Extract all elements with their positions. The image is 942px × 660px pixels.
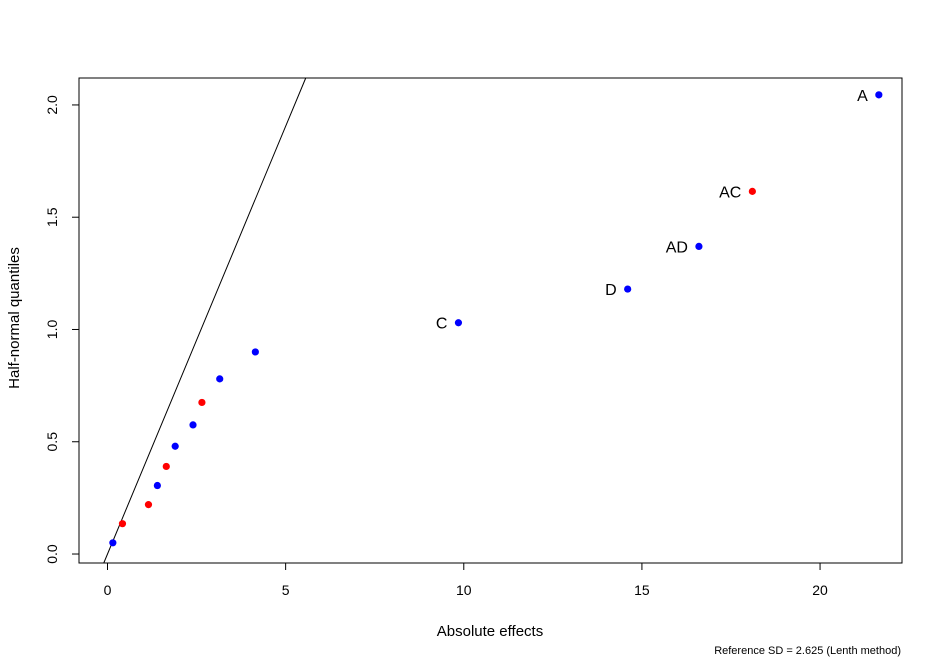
y-axis-label: Half-normal quantiles [6, 247, 23, 389]
y-tick-label: 0.0 [44, 544, 60, 564]
point-labels-group: C D AD AC A [436, 88, 868, 333]
x-tick-label: 0 [104, 582, 112, 598]
data-point [875, 91, 883, 99]
data-point [109, 539, 117, 547]
x-tick-label: 15 [634, 582, 650, 598]
x-tick-label: 5 [282, 582, 290, 598]
point-label: AC [719, 184, 741, 201]
y-tick-label: 0.5 [44, 432, 60, 452]
y-tick-label: 1.5 [44, 207, 60, 227]
reference-sd-note: Reference SD = 2.625 (Lenth method) [714, 645, 901, 657]
point-label: A [857, 88, 868, 105]
data-point [162, 462, 170, 471]
data-point [695, 242, 703, 251]
point-label: D [605, 282, 617, 299]
x-axis-label: Absolute effects [437, 623, 543, 640]
points-group [109, 91, 883, 547]
y-tick-label: 1.0 [44, 320, 60, 340]
data-point [198, 398, 206, 407]
x-tick-label: 10 [456, 582, 472, 598]
point-label: AD [666, 239, 688, 256]
data-point [624, 285, 632, 293]
data-point [171, 442, 179, 450]
plot-box [78, 77, 903, 564]
data-point [216, 375, 224, 383]
reference-line-group [103, 77, 307, 564]
reference-line [103, 77, 307, 564]
data-point [748, 187, 756, 195]
y-tick-label: 2.0 [44, 95, 60, 115]
data-point [118, 520, 127, 528]
data-point [189, 421, 197, 429]
data-point [251, 348, 259, 356]
x-tick-label: 20 [812, 582, 828, 598]
data-point [144, 501, 153, 509]
y-axis: 0.0 0.5 1.0 1.5 2.0 [44, 95, 80, 564]
data-point [153, 481, 161, 490]
x-axis: 0 5 10 15 20 [104, 562, 828, 598]
data-point [454, 319, 463, 327]
point-label: C [436, 316, 448, 333]
